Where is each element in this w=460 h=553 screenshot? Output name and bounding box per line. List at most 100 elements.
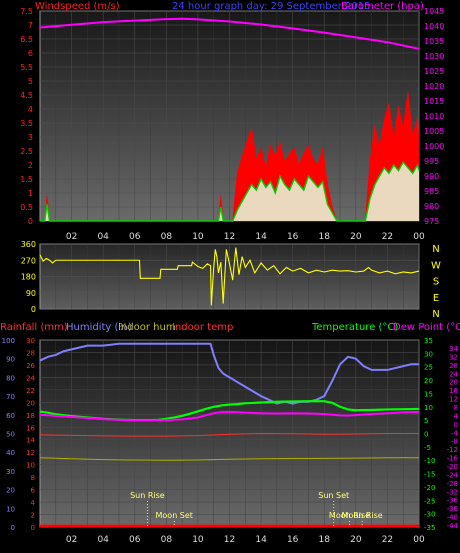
temperature-tick-label: -15 [424,471,435,479]
windspeed-tick-label: 0 [28,217,33,226]
indoor-hum-line [39,457,419,461]
x-tick-label: 14 [255,535,267,545]
dewpoint-tick-label: 12 [449,396,458,404]
barometer-tick-label: 990 [424,172,439,181]
rain-tick-label: 12 [26,449,35,457]
x-tick-label: 08 [161,232,173,242]
x-tick-label: 02 [66,232,77,242]
x-tick-label: 04 [97,232,109,242]
barometer-tick-label: 985 [424,187,439,196]
temperature-tick-label: -20 [424,484,435,492]
humidity-tick-label: 100 [2,337,15,345]
windspeed-tick-label: 7.5 [20,7,33,16]
x-tick-label: 04 [97,535,109,545]
temperature-tick-label: 0 [424,431,428,439]
direction-tick-label: 0 [31,305,36,314]
x-tick-label: 08 [161,535,173,545]
compass-label: N [432,309,439,320]
x-tick-label: 16 [287,232,299,242]
dewpoint-tick-label: -40 [447,514,458,522]
temperature-tick-label: -5 [424,444,431,452]
x-tick-label: 06 [129,535,141,545]
humidity-tick-label: 70 [6,393,15,401]
indoor-temp-line [39,432,419,437]
rain-tick-label: 14 [26,437,35,445]
x-tick-label: 22 [382,535,393,545]
windspeed-tick-label: 3.5 [20,119,33,128]
x-tick-label: 02 [66,535,77,545]
humidity-tick-label: 40 [6,449,15,457]
barometer-tick-label: 1045 [424,7,444,16]
windspeed-tick-label: 2 [28,161,33,170]
x-tick-label: 22 [382,232,393,242]
barometer-tick-label: 1010 [424,112,444,121]
x-tick-label: 20 [350,535,362,545]
temperature-tick-label: -25 [424,497,435,505]
windspeed-tick-label: 6 [28,49,33,58]
x-tick-label: 10 [192,232,204,242]
dewpoint-tick-label: -4 [451,429,459,437]
windspeed-tick-label: 7 [28,21,33,30]
x-tick-label: 10 [192,535,204,545]
barometer-tick-label: 1035 [424,37,444,46]
humidity-tick-label: 50 [6,431,15,439]
dewpoint-tick-label: 20 [449,379,458,387]
humidity-line [39,342,419,405]
rain-tick-label: 4 [31,499,36,507]
barometer-tick-label: 995 [424,157,439,166]
barometer-tick-label: 1025 [424,67,444,76]
barometer-tick-label: 1015 [424,97,444,106]
temperature-tick-label: -35 [424,524,435,532]
windspeed-tick-label: 5.5 [20,63,33,72]
annotation-label: Moon Set [156,511,193,520]
annotation-label: Sun Rise [130,491,165,500]
dewpoint-tick-label: 34 [449,345,458,353]
direction-tick-label: 360 [21,240,36,249]
dewpoint-tick-label: -16 [447,455,459,463]
tick-labels: 0202040406060808101012121414161618182020… [2,7,459,545]
indoor-temp-label: Indoor temp [172,322,233,333]
wind-direction-line [39,247,420,306]
humidity-tick-label: 10 [6,505,15,513]
dewpoint-tick-label: -8 [451,438,458,446]
x-tick-label: 00 [413,232,425,242]
rain-tick-label: 20 [26,399,35,407]
dewpoint-tick-label: 0 [454,421,458,429]
dewpoint-tick-label: 16 [449,387,458,395]
temperature-tick-label: -30 [424,511,435,519]
dewpoint-tick-label: 4 [454,412,459,420]
barometer-line [39,17,420,50]
windspeed-tick-label: 0.5 [20,203,33,212]
x-tick-label: 06 [129,232,141,242]
dewpoint-tick-label: -32 [447,488,458,496]
compass-label: W [431,260,441,271]
rain-tick-label: 24 [26,374,35,382]
compass-label: E [433,293,439,304]
rainfall-axis-label: Rainfall (mm) [0,322,68,333]
annotation-label: Moon Rise [342,511,383,520]
panel3-series [39,342,420,528]
direction-tick-label: 270 [21,256,36,265]
rain-tick-label: 0 [31,524,35,532]
rain-tick-label: 18 [26,412,35,420]
dewpoint-axis-label: Dew Point (°C) [393,322,460,333]
panel1-series [39,17,420,222]
dewpoint-tick-label: 28 [449,362,458,370]
compass-label: N [432,244,439,255]
rain-tick-label: 26 [26,362,35,370]
humidity-tick-label: 60 [6,412,15,420]
direction-tick-label: 90 [26,289,36,298]
dewpoint-tick-label: 32 [449,353,458,361]
temperature-tick-label: 10 [424,404,433,412]
x-tick-label: 14 [255,232,267,242]
temperature-tick-label: -10 [424,457,435,465]
barometer-tick-label: 975 [424,217,439,226]
windspeed-area [40,162,419,221]
dewpoint-tick-label: -44 [447,522,459,530]
x-tick-label: 00 [413,535,425,545]
temperature-tick-label: 15 [424,390,433,398]
barometer-tick-label: 1020 [424,82,444,91]
rain-tick-label: 8 [31,474,35,482]
temperature-tick-label: 30 [424,350,433,358]
